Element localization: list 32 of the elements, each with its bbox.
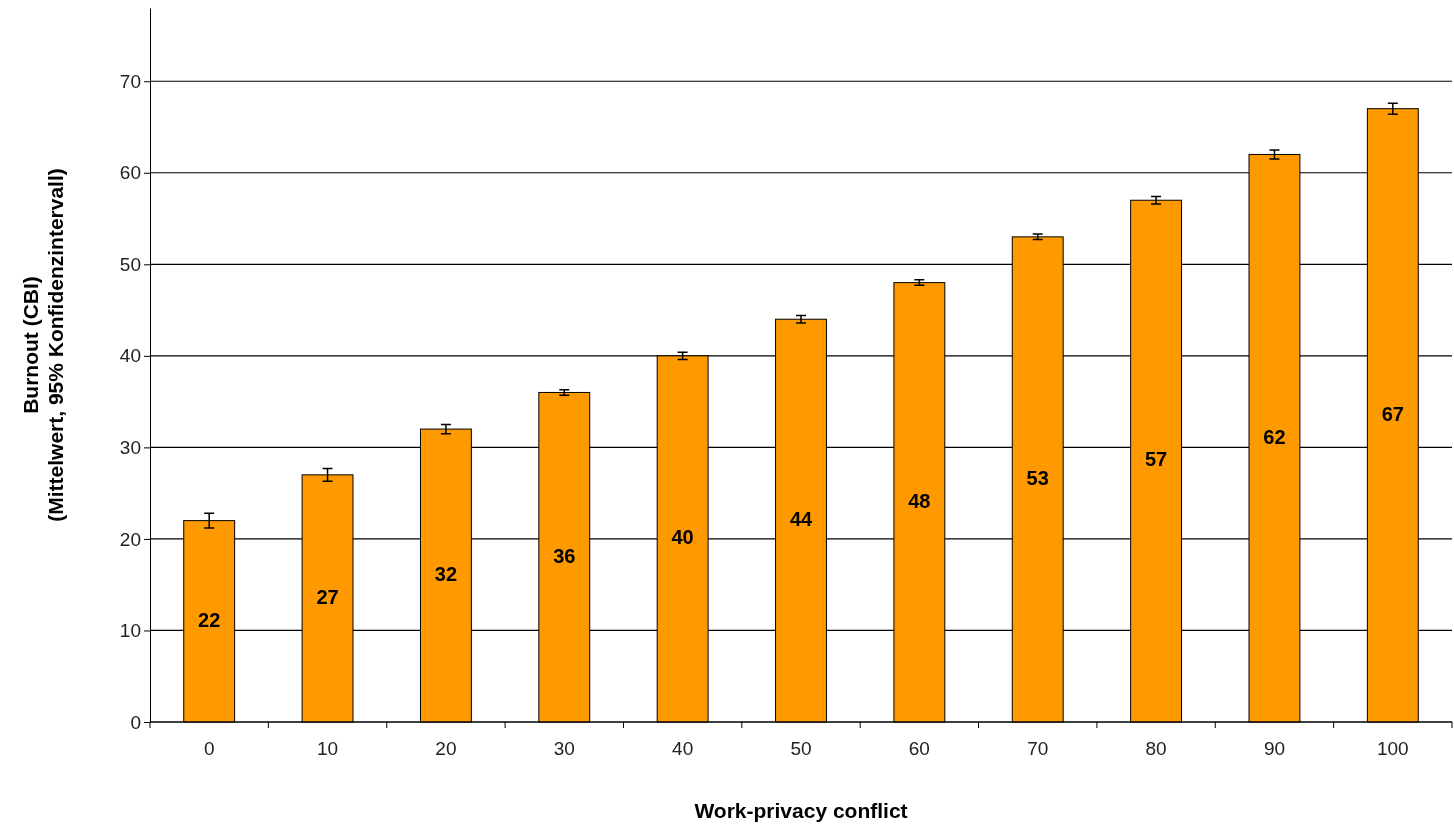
data-label: 27: [316, 585, 339, 608]
data-label: 67: [1381, 402, 1404, 425]
x-tick-label: 40: [672, 738, 694, 759]
y-tick-label: 40: [119, 345, 141, 367]
x-tick-label: 100: [1376, 738, 1409, 759]
x-tick-label: 30: [553, 738, 575, 759]
data-label: 22: [198, 608, 221, 631]
x-tick-label: 10: [316, 738, 339, 759]
data-label: 32: [434, 562, 458, 585]
y-axis-title: Burnout (CBI) (Mittelwert, 95% Konfidenzintervall): [19, 168, 67, 522]
y-tick-label: 20: [119, 528, 141, 550]
x-tick-label: 20: [435, 738, 457, 759]
x-tick-label: 50: [790, 738, 812, 759]
x-tick-label: 90: [1263, 738, 1286, 759]
x-tick-label: 70: [1027, 738, 1049, 759]
y-tick-label: 60: [119, 162, 141, 184]
x-tick-label: 80: [1145, 738, 1167, 759]
data-label: 40: [671, 526, 694, 549]
data-label: 44: [789, 507, 813, 530]
data-label: 53: [1026, 466, 1049, 489]
y-tick-label: 70: [119, 70, 141, 92]
data-label: 48: [908, 489, 931, 512]
y-tick-label: 10: [119, 620, 141, 642]
y-tick-label: 0: [130, 711, 141, 733]
x-axis-title: Work-privacy conflict: [694, 799, 908, 822]
y-tick-label: 30: [119, 436, 141, 458]
x-tick-label: 60: [908, 738, 930, 759]
y-tick-label: 50: [119, 253, 141, 275]
data-label: 36: [553, 544, 576, 567]
data-label: 62: [1263, 425, 1286, 448]
data-label: 57: [1144, 448, 1168, 471]
x-tick-label: 0: [203, 738, 215, 759]
